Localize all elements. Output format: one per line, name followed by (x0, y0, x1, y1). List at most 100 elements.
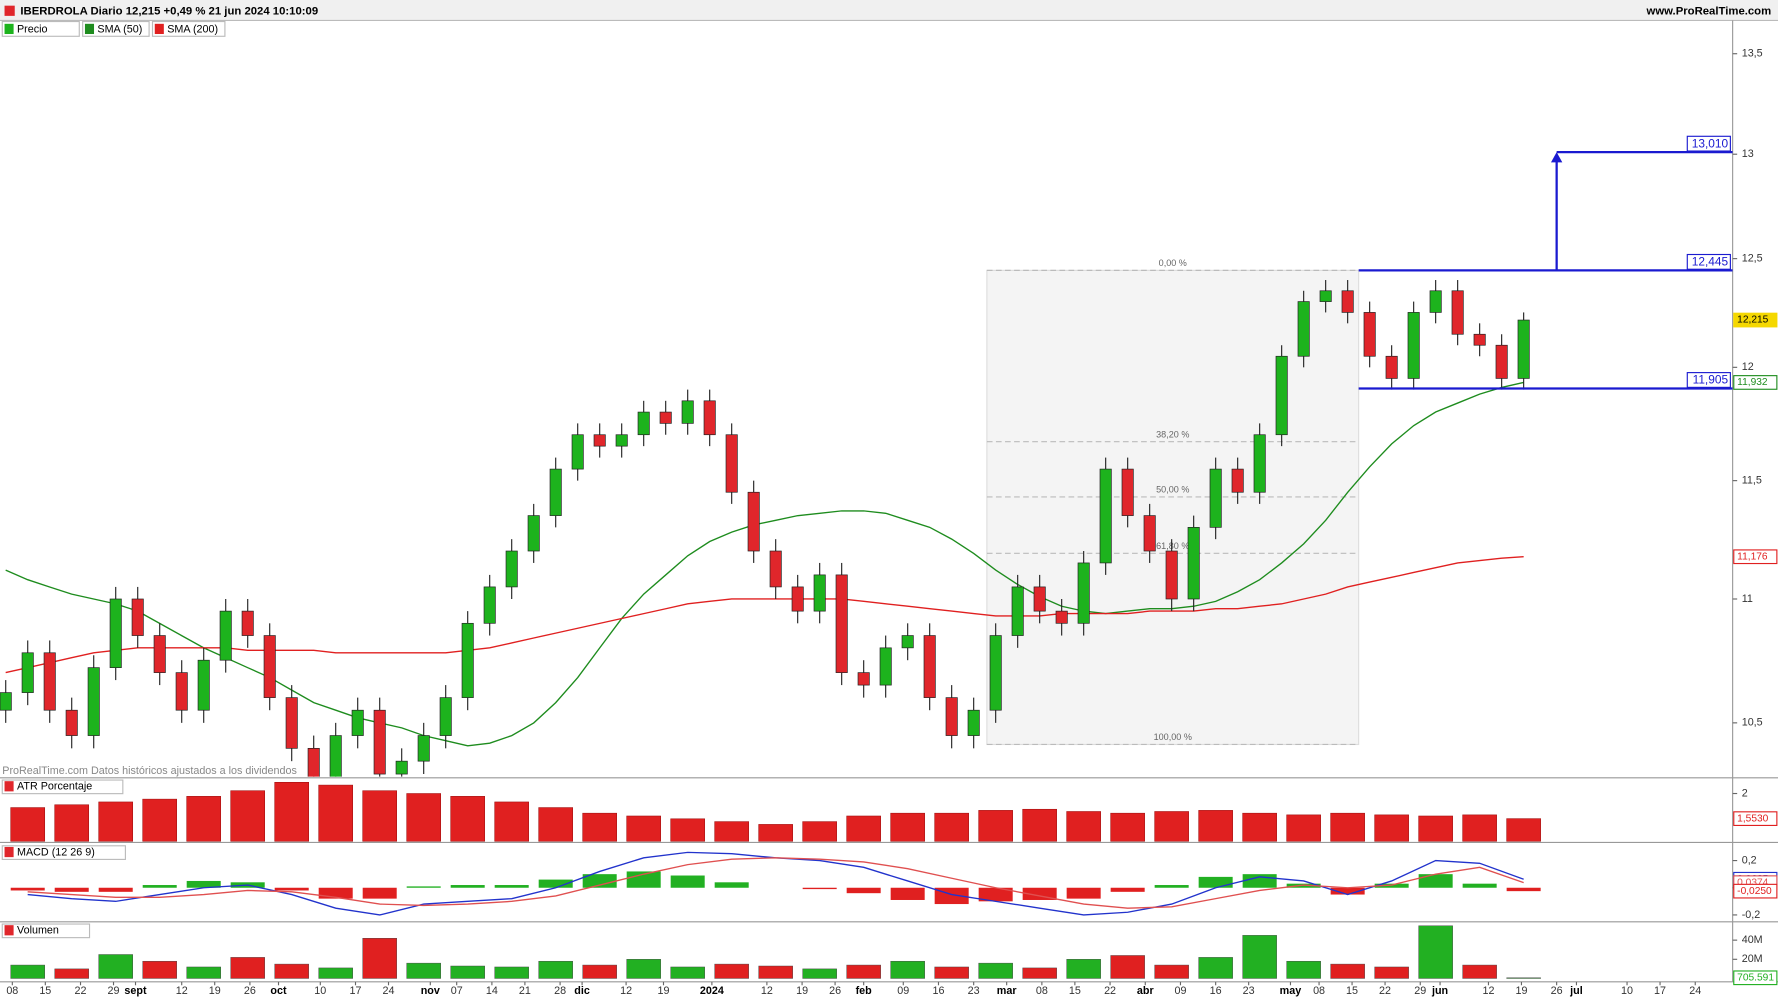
atr-bar (1154, 811, 1189, 842)
volume-bar (1022, 967, 1057, 979)
volume-bar (230, 957, 265, 979)
price-tag-label: 12,215 (1737, 315, 1768, 326)
candle-body (549, 468, 562, 516)
x-tick-label: 23 (968, 985, 980, 997)
price-tag (1733, 811, 1778, 826)
atr-bar (934, 812, 969, 842)
fibonacci-label: 0,00 % (1159, 258, 1187, 268)
legend-box (82, 20, 150, 37)
candle-body (1341, 290, 1354, 313)
atr-bar (890, 812, 925, 842)
candle-body (527, 515, 540, 552)
macd-histogram (318, 887, 353, 899)
panel-icon (4, 925, 14, 936)
macd-histogram (538, 879, 573, 888)
panel-title: ATR Porcentaje (17, 781, 92, 793)
atr-bar (1286, 814, 1321, 842)
price-tag-label: -0,0250 (1737, 886, 1772, 897)
atr-bar (978, 810, 1013, 842)
macd-histogram (846, 887, 881, 894)
macd-histogram (142, 885, 177, 888)
x-tick-label: 16 (932, 985, 944, 997)
candle-body (131, 598, 144, 636)
x-tick-label: 15 (1346, 985, 1358, 997)
atr-bar (494, 801, 529, 842)
price-plot: 0,00 % 38,20 % 50,00 % 61,80 % 100,00 % (0, 151, 1733, 777)
macd-histogram (494, 885, 529, 888)
watermark: ProRealTime.com Datos históricos ajustad… (2, 765, 297, 777)
level-label: 13,010 (1692, 136, 1729, 150)
x-tick-label: 12 (176, 985, 188, 997)
x-tick-label: 15 (1069, 985, 1081, 997)
atr-bar (538, 807, 573, 842)
candle-body (65, 709, 78, 736)
atr-bar (274, 781, 309, 842)
legend-swatch (4, 23, 14, 35)
candle-body (43, 652, 56, 711)
x-tick-label: 09 (897, 985, 909, 997)
candle-body (813, 574, 826, 612)
x-tick-label: 08 (6, 985, 18, 997)
atr-bar (450, 796, 485, 842)
fibonacci-label: 50,00 % (1156, 484, 1189, 494)
macd-histogram (714, 882, 749, 888)
volume-bar (1462, 964, 1497, 979)
candle-body (989, 635, 1002, 711)
x-tick-label: 26 (829, 985, 841, 997)
x-tick-label: 12 (761, 985, 773, 997)
price-tag-label: 0,0374 (1737, 877, 1768, 888)
volume-bar (318, 967, 353, 979)
x-tick-label: mar (997, 985, 1018, 997)
candle-body (1451, 290, 1464, 335)
candle-body (1297, 301, 1310, 357)
macd-histogram (978, 887, 1013, 902)
candle-body (197, 659, 210, 711)
x-tick-label: 26 (1551, 985, 1563, 997)
volume-bar (186, 966, 221, 979)
candle-body (703, 400, 716, 436)
macd-line (27, 857, 1524, 909)
candle-body (659, 411, 672, 424)
legend-swatch (154, 23, 164, 35)
x-tick-label: nov (421, 985, 440, 997)
candle-body (725, 434, 738, 493)
y-tick-label: 10,5 (1742, 717, 1763, 729)
x-tick-label: sept (124, 985, 147, 997)
candle-body (175, 672, 188, 711)
candle-body (0, 692, 12, 711)
atr-bar (1022, 808, 1057, 842)
fibonacci-box (986, 269, 1360, 746)
price-tag-label: 705.591 (1737, 972, 1774, 983)
atr-bar (406, 793, 441, 842)
candle-body (1231, 468, 1244, 493)
y-tick-label: 12,5 (1742, 252, 1763, 264)
candle-body (219, 610, 232, 661)
candle-body (681, 400, 694, 424)
candle-body (923, 635, 936, 698)
atr-bar (186, 796, 222, 842)
candle-body (21, 652, 34, 693)
candle-body (307, 747, 320, 777)
x-tick-label: oct (270, 985, 287, 997)
y-tick-label: 13,5 (1742, 48, 1763, 60)
atr-bar (670, 818, 705, 842)
candle-body (505, 550, 518, 588)
panel-title: Volumen (17, 925, 59, 937)
atr-bar (230, 790, 266, 842)
x-tick-label: 19 (796, 985, 808, 997)
volume-bar (1198, 957, 1233, 979)
x-tick-label: 17 (1654, 985, 1666, 997)
fibonacci-label: 38,20 % (1156, 429, 1189, 439)
candle-body (857, 672, 870, 686)
atr-bar (98, 801, 134, 842)
level-label-box (1686, 372, 1731, 388)
volume-bar (538, 960, 573, 979)
candle-body (461, 622, 474, 698)
candle-body (1121, 468, 1134, 516)
x-tick-label: may (1280, 985, 1302, 997)
volume-bar (582, 964, 617, 979)
price-tag (1733, 970, 1778, 986)
volume-bar (1110, 955, 1145, 979)
candle-body (1187, 527, 1200, 600)
